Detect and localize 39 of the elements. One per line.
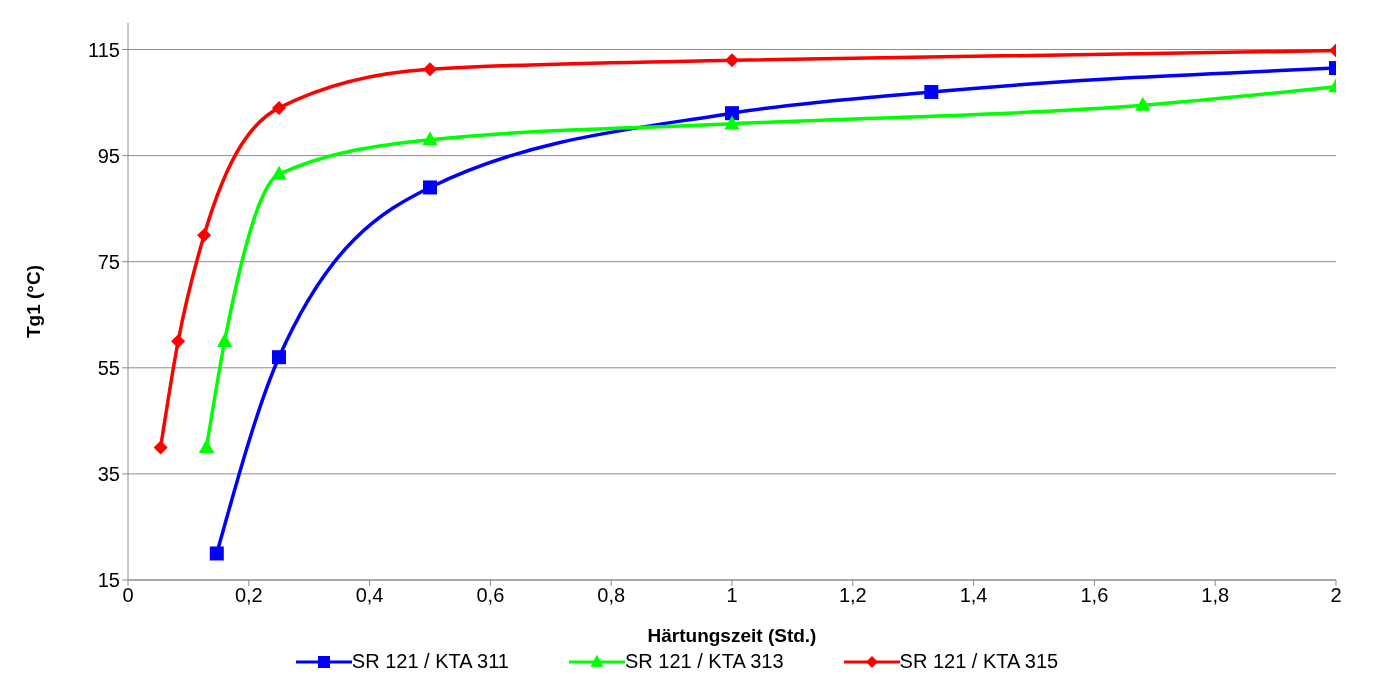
- x-tick-label: 1,2: [838, 584, 867, 607]
- point: [423, 62, 437, 77]
- point: [725, 53, 739, 68]
- x-axis-title: Härtungszeit (Std.): [647, 625, 817, 646]
- y-tick-label: 95: [97, 144, 120, 167]
- x-tick-label: 0: [122, 584, 134, 607]
- x-tick-label: 1,6: [1080, 584, 1109, 607]
- point: [272, 100, 286, 115]
- y-tick-label: 75: [97, 250, 120, 273]
- y-tick-label: 35: [97, 463, 120, 485]
- point: [271, 165, 287, 180]
- y-axis-title: Tg1 (°C): [22, 264, 44, 339]
- x-tick-label: 2: [1330, 584, 1342, 607]
- point: [924, 84, 939, 99]
- x-tick-label: 1,8: [1201, 584, 1230, 607]
- point: [1135, 96, 1151, 111]
- point: [422, 131, 438, 146]
- point: [153, 440, 168, 455]
- x-tick-label: 0,6: [476, 584, 505, 607]
- point: [272, 350, 286, 365]
- x-tick-label: 0,2: [234, 584, 263, 607]
- y-tick-label: 115: [88, 38, 120, 61]
- point: [198, 438, 215, 453]
- x-tick-label: 1,4: [959, 584, 988, 607]
- point: [725, 106, 739, 121]
- legend-label: SR 121 / KTA 315: [899, 650, 1059, 673]
- point: [423, 180, 437, 195]
- point: [209, 546, 224, 561]
- y-tick-label: 55: [97, 356, 120, 379]
- point: [197, 228, 212, 243]
- x-tick-label: 0,4: [355, 584, 384, 607]
- x-tick-label: 1: [726, 584, 738, 607]
- point: [171, 334, 186, 349]
- y-tick-label: 15: [97, 569, 120, 592]
- legend-label: SR 121 / KTA 311: [351, 650, 509, 673]
- x-tick-label: 0,8: [597, 584, 626, 607]
- legend-label: SR 121 / KTA 313: [624, 650, 784, 673]
- point: [216, 332, 233, 347]
- point: [724, 115, 740, 130]
